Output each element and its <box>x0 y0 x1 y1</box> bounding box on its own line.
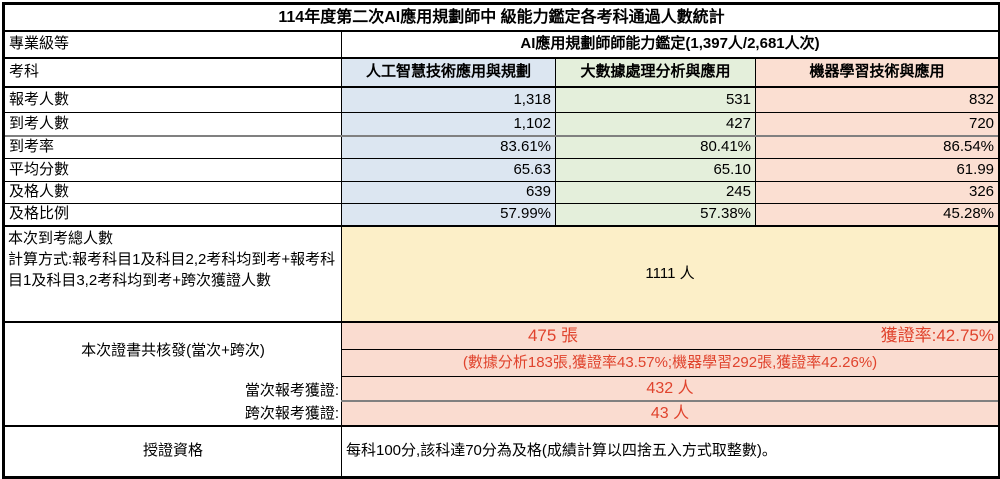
stat-label: 到考人數 <box>3 112 342 137</box>
table-row: 43 人 <box>4 400 1000 427</box>
stat-value: 720 <box>754 112 1000 137</box>
certificates-label-cell: 本次證書共核發(當次+跨次) 當次報考獲證: 跨次報考獲證: <box>3 321 342 427</box>
table-row: (數據分析183張,獲證率43.57%;機器學習292張,獲證率42.26%) <box>4 349 1000 377</box>
stat-value: 83.61% <box>341 135 556 159</box>
cross-term-label: 跨次報考獲證: <box>244 405 339 422</box>
stat-value: 326 <box>754 181 1000 204</box>
stat-value: 639 <box>341 181 556 204</box>
table-row: 及格人數 639 245 326 <box>3 181 1000 204</box>
table-row: 432 人 <box>4 376 1000 402</box>
attendance-total-value: 1111 人 <box>340 225 1000 323</box>
current-term-value: 432 人 <box>340 376 1000 402</box>
table-row: 到考人數 1,102 427 720 <box>3 112 1000 137</box>
stat-label: 報考人數 <box>3 86 342 113</box>
stat-value: 86.54% <box>754 135 1000 159</box>
subject-col-ml: 機器學習技術與應用 <box>754 57 1000 88</box>
subjects-label: 考科 <box>3 57 342 88</box>
certificates-rate: 獲證率:42.75% <box>880 326 995 346</box>
table-row: 本次到考總人數 計算方式:報考科目1及科目2,2考科均到考+報考科目1及科目3,… <box>3 225 1000 323</box>
stat-value: 832 <box>754 86 1000 113</box>
stat-value: 531 <box>555 86 756 113</box>
stat-value: 245 <box>555 181 756 204</box>
stat-value: 1,318 <box>341 86 556 113</box>
stat-value: 427 <box>555 112 756 137</box>
stat-value: 65.63 <box>341 158 556 182</box>
stat-value: 1,102 <box>341 112 556 137</box>
subject-col-ai-planning: 人工智慧技術應用與規劃 <box>341 57 556 88</box>
stat-value: 61.99 <box>754 158 1000 182</box>
stat-label: 平均分數 <box>3 158 342 182</box>
qualification-value: 每科100分,該科達70分為及格(成績計算以四捨五入方式取整數)。 <box>340 425 1000 478</box>
subject-col-bigdata: 大數據處理分析與應用 <box>555 57 756 88</box>
current-term-label: 當次報考獲證: <box>244 382 339 399</box>
table-row: 平均分數 65.63 65.10 61.99 <box>3 158 1000 182</box>
level-value: AI應用規劃師師能力鑑定(1,397人/2,681人次) <box>340 30 1000 59</box>
attendance-total-label: 本次到考總人數 計算方式:報考科目1及科目2,2考科均到考+報考科目1及科目3,… <box>3 225 342 323</box>
certificates-label: 本次證書共核發(當次+跨次) <box>81 341 265 359</box>
stat-value: 57.38% <box>555 203 756 227</box>
stat-value: 57.99% <box>341 203 556 227</box>
certificates-total-cell: 475 張 獲證率:42.75% <box>340 321 1000 350</box>
stat-value: 80.41% <box>555 135 756 159</box>
table-row: 到考率 83.61% 80.41% 86.54% <box>3 135 1000 159</box>
qualification-label: 授證資格 <box>3 425 342 478</box>
stat-label: 及格比例 <box>3 203 342 227</box>
stat-label: 到考率 <box>3 135 342 159</box>
stat-value: 65.10 <box>555 158 756 182</box>
cross-term-value: 43 人 <box>340 400 1000 427</box>
table-row: 報考人數 1,318 531 832 <box>3 86 1000 113</box>
stat-label: 及格人數 <box>3 181 342 204</box>
table-title: 114年度第二次AI應用規劃師中 級能力鑑定各考科通過人數統計 <box>2 3 1000 32</box>
table-row: 本次證書共核發(當次+跨次) 當次報考獲證: 跨次報考獲證: 475 張 獲證率… <box>3 321 1000 427</box>
certificates-detail: (數據分析183張,獲證率43.57%;機器學習292張,獲證率42.26%) <box>340 349 1000 377</box>
certificates-total: 475 張 <box>527 326 579 346</box>
table-row: 及格比例 57.99% 57.38% 45.28% <box>3 203 1000 227</box>
stat-value: 45.28% <box>754 203 1000 227</box>
level-label: 專業級等 <box>3 30 342 59</box>
table-row: 授證資格 每科100分,該科達70分為及格(成績計算以四捨五入方式取整數)。 <box>3 425 1000 478</box>
